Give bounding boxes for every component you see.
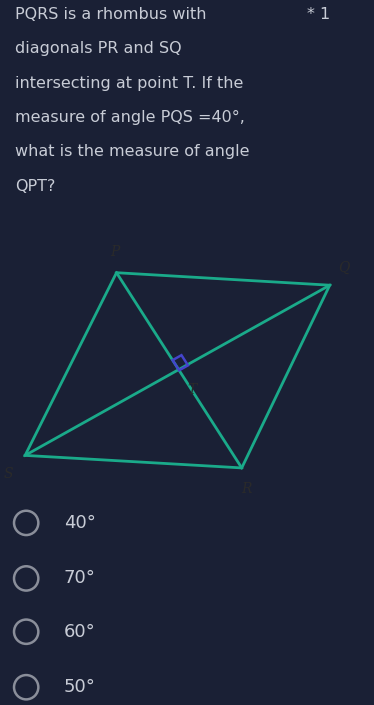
Text: * 1: * 1 — [307, 6, 330, 22]
Text: Q: Q — [338, 261, 350, 275]
Text: QPT?: QPT? — [15, 179, 55, 194]
Text: 60°: 60° — [64, 623, 95, 641]
Text: PQRS is a rhombus with: PQRS is a rhombus with — [15, 6, 206, 22]
Text: intersecting at point T. If the: intersecting at point T. If the — [15, 75, 243, 90]
Text: R: R — [242, 482, 252, 496]
Text: diagonals PR and SQ: diagonals PR and SQ — [15, 41, 182, 56]
Text: S: S — [3, 467, 13, 482]
Text: T: T — [187, 384, 197, 398]
Text: 40°: 40° — [64, 514, 95, 532]
Text: measure of angle PQS =40°,: measure of angle PQS =40°, — [15, 110, 245, 125]
Text: 50°: 50° — [64, 678, 95, 697]
Text: P: P — [110, 245, 120, 259]
Text: what is the measure of angle: what is the measure of angle — [15, 145, 249, 159]
Text: 70°: 70° — [64, 570, 95, 587]
